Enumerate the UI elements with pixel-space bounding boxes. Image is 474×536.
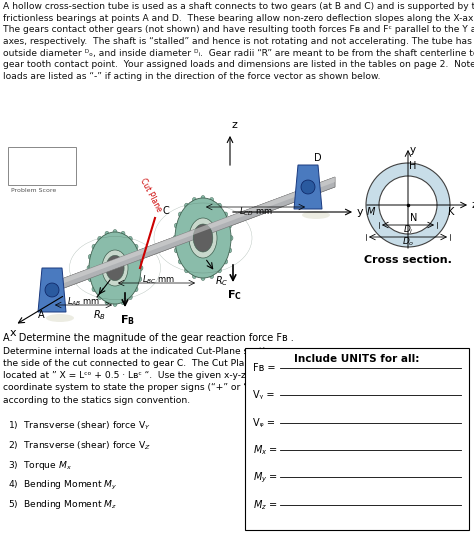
Text: M: M	[367, 207, 375, 217]
Bar	[245, 348, 469, 530]
Ellipse shape	[178, 212, 182, 217]
Ellipse shape	[301, 180, 315, 194]
Ellipse shape	[228, 223, 232, 228]
Text: Determine internal loads at the indicated Cut-Plane section on
the side of the c: Determine internal loads at the indicate…	[3, 347, 291, 405]
Ellipse shape	[87, 265, 91, 271]
Text: $D_o$: $D_o$	[402, 235, 414, 248]
Circle shape	[379, 176, 437, 234]
Bar	[8, 147, 76, 185]
Ellipse shape	[113, 301, 117, 307]
Text: 2)  Transverse (shear) force V$_Z$: 2) Transverse (shear) force V$_Z$	[8, 440, 151, 452]
Text: 3)  Torque $\mathit{M}_x$: 3) Torque $\mathit{M}_x$	[8, 459, 72, 472]
Ellipse shape	[98, 295, 102, 300]
Ellipse shape	[45, 283, 59, 297]
Ellipse shape	[302, 211, 330, 219]
Ellipse shape	[228, 248, 232, 253]
Ellipse shape	[105, 300, 109, 305]
Ellipse shape	[201, 276, 205, 280]
Text: z: z	[472, 200, 474, 210]
Polygon shape	[294, 165, 322, 209]
Ellipse shape	[178, 259, 182, 264]
Text: Problem Score: Problem Score	[11, 188, 56, 193]
Ellipse shape	[224, 259, 228, 264]
Ellipse shape	[88, 255, 92, 259]
Ellipse shape	[174, 223, 178, 228]
Ellipse shape	[102, 250, 128, 286]
Ellipse shape	[174, 248, 178, 253]
Ellipse shape	[184, 203, 189, 208]
Ellipse shape	[210, 273, 214, 279]
Ellipse shape	[92, 287, 96, 292]
Text: $L_{AB}$ mm: $L_{AB}$ mm	[67, 295, 100, 308]
Text: K: K	[448, 207, 455, 217]
Polygon shape	[45, 177, 335, 290]
Ellipse shape	[139, 265, 143, 271]
Text: 4)  Bending Moment $\mathit{M}_y$: 4) Bending Moment $\mathit{M}_y$	[8, 479, 118, 492]
Ellipse shape	[138, 255, 142, 259]
Text: $L_{CD}$ mm: $L_{CD}$ mm	[238, 205, 273, 218]
Ellipse shape	[134, 244, 138, 249]
Ellipse shape	[121, 231, 125, 236]
Ellipse shape	[218, 203, 221, 208]
Ellipse shape	[189, 218, 217, 258]
Text: y: y	[357, 207, 364, 217]
Text: $R_C$: $R_C$	[215, 274, 228, 288]
Circle shape	[366, 163, 450, 247]
Text: A.  Determine the magnitude of the gear reaction force Fʙ .: A. Determine the magnitude of the gear r…	[3, 333, 294, 343]
Ellipse shape	[184, 268, 189, 273]
Ellipse shape	[113, 229, 117, 235]
Ellipse shape	[89, 232, 141, 304]
Text: Include UNITS for all:: Include UNITS for all:	[294, 354, 419, 364]
Text: D: D	[314, 153, 322, 163]
Ellipse shape	[128, 236, 132, 241]
Text: N: N	[410, 213, 418, 223]
Text: H: H	[409, 161, 416, 171]
Polygon shape	[45, 177, 335, 295]
Text: C: C	[163, 206, 170, 216]
Ellipse shape	[105, 231, 109, 236]
Text: $L_{BC}$ mm: $L_{BC}$ mm	[142, 273, 176, 286]
Text: $D_i$: $D_i$	[403, 223, 413, 235]
Ellipse shape	[128, 295, 132, 300]
Ellipse shape	[201, 196, 205, 200]
Ellipse shape	[192, 197, 196, 203]
Text: $R_B$: $R_B$	[93, 308, 106, 322]
Text: Cut Plane: Cut Plane	[138, 176, 163, 213]
Ellipse shape	[192, 273, 196, 279]
Text: Vᵩ =: Vᵩ =	[253, 418, 275, 428]
Text: $\mathit{M}_z$ =: $\mathit{M}_z$ =	[253, 498, 278, 511]
Text: 1)  Transverse (shear) force V$_Y$: 1) Transverse (shear) force V$_Y$	[8, 420, 151, 433]
Text: A: A	[38, 310, 45, 320]
Text: 5)  Bending Moment $\mathit{M}_z$: 5) Bending Moment $\mathit{M}_z$	[8, 498, 117, 511]
Ellipse shape	[224, 212, 228, 217]
Ellipse shape	[46, 314, 74, 322]
Text: z: z	[232, 120, 238, 130]
Ellipse shape	[88, 277, 92, 281]
Text: Vᵧ =: Vᵧ =	[253, 390, 274, 400]
Text: $\mathit{M}_x$ =: $\mathit{M}_x$ =	[253, 443, 278, 457]
Ellipse shape	[106, 255, 124, 281]
Polygon shape	[45, 177, 335, 295]
Text: $\mathbf{F_C}$: $\mathbf{F_C}$	[227, 288, 242, 302]
Polygon shape	[38, 268, 66, 312]
Text: $\mathbf{F_B}$: $\mathbf{F_B}$	[120, 313, 135, 327]
Text: $\mathit{M}_y$ =: $\mathit{M}_y$ =	[253, 470, 278, 485]
Text: Cross section.: Cross section.	[364, 255, 452, 265]
Ellipse shape	[218, 268, 221, 273]
Text: A hollow cross-section tube is used as a shaft connects to two gears (at B and C: A hollow cross-section tube is used as a…	[3, 2, 474, 81]
Ellipse shape	[138, 277, 142, 281]
Ellipse shape	[134, 287, 138, 292]
Ellipse shape	[121, 300, 125, 305]
Ellipse shape	[173, 235, 177, 241]
Ellipse shape	[193, 224, 213, 252]
Polygon shape	[45, 177, 335, 290]
Text: y: y	[410, 145, 416, 155]
Ellipse shape	[175, 198, 231, 278]
Ellipse shape	[92, 244, 96, 249]
Text: Fʙ =: Fʙ =	[253, 363, 275, 373]
Ellipse shape	[229, 235, 233, 241]
Ellipse shape	[210, 197, 214, 203]
Text: x: x	[10, 328, 17, 338]
Ellipse shape	[98, 236, 102, 241]
